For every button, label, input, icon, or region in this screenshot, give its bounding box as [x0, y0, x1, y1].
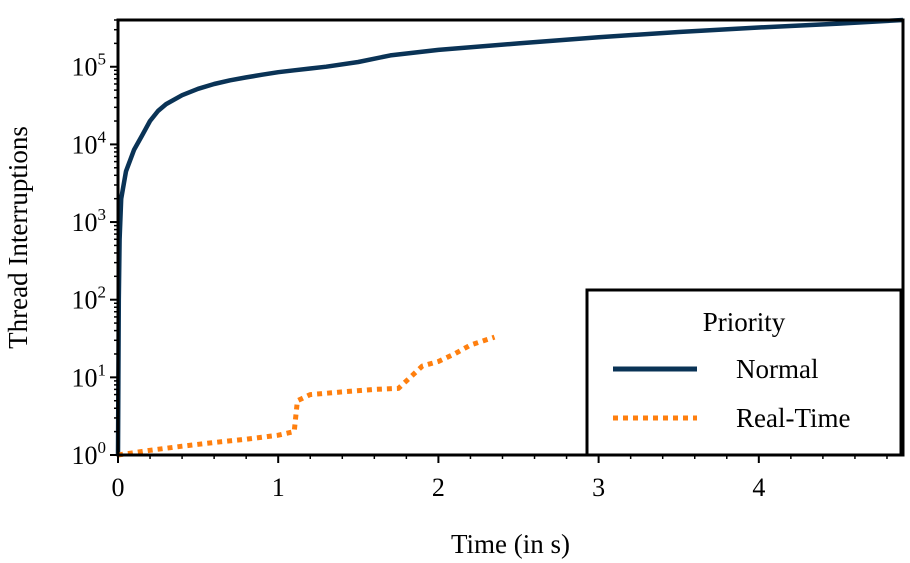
legend-label-real-time: Real-Time [736, 403, 851, 433]
series-layer [115, 17, 904, 458]
y-axis-label: Thread Interruptions [3, 126, 33, 349]
y-tick-label: 103 [72, 205, 107, 237]
x-tick-label: 2 [432, 473, 445, 502]
y-axis: 100 101 102 103 104 105 [72, 19, 118, 470]
series-line-real-time [117, 334, 496, 458]
x-axis-label: Time (in s) [451, 529, 570, 559]
x-tick-label: 0 [112, 473, 125, 502]
plot-frame [116, 18, 905, 457]
y-tick-label: 105 [72, 50, 107, 82]
x-tick-label: 1 [272, 473, 285, 502]
y-tick-label: 100 [72, 438, 107, 470]
legend: Priority Normal Real-Time [585, 288, 903, 457]
x-tick-label: 4 [752, 473, 765, 502]
legend-title: Priority [703, 307, 786, 337]
series-line-normal [115, 17, 904, 456]
x-axis: 0 1 2 3 4 [112, 455, 888, 502]
y-tick-label: 104 [72, 127, 107, 159]
y-tick-label: 102 [72, 283, 107, 315]
x-tick-label: 3 [592, 473, 605, 502]
legend-box [585, 288, 903, 457]
y-tick-label: 101 [72, 360, 107, 392]
legend-label-normal: Normal [736, 354, 818, 384]
